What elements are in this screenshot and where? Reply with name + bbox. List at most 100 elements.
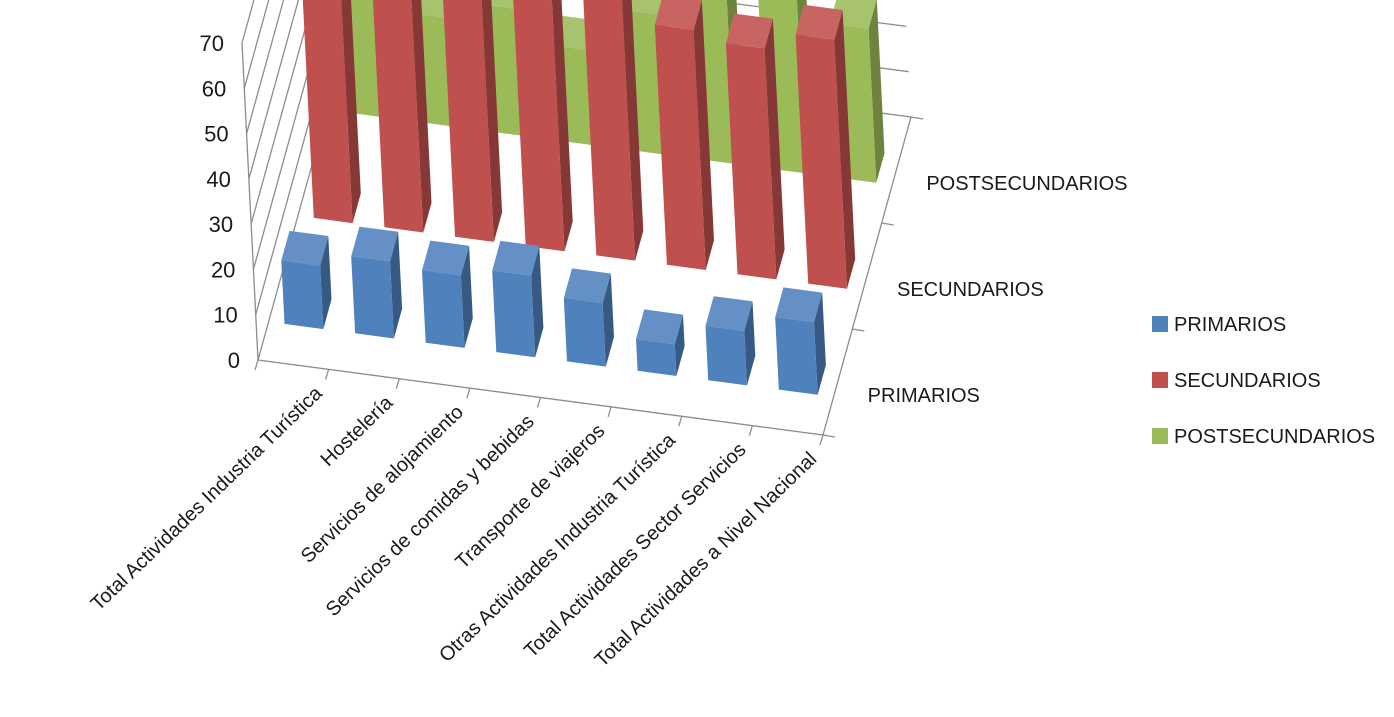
legend: PRIMARIOS SECUNDARIOS POSTSECUNDARIOS: [1152, 314, 1375, 448]
y-tick-label: 60: [202, 76, 226, 101]
bar-side-face: [764, 18, 785, 280]
x-tick-mark: [466, 387, 471, 399]
legend-label: SECUNDARIOS: [1174, 370, 1321, 392]
depth-axis-label: PRIMARIOS: [868, 385, 980, 407]
bar-front-face: [302, 0, 353, 224]
y-tick-label: 0: [228, 348, 240, 373]
bar-side-face: [602, 273, 614, 367]
x-tick-mark: [819, 434, 824, 446]
legend-label: POSTSECUNDARIOS: [1174, 426, 1375, 448]
bar-side-face: [868, 0, 885, 183]
bar-front-face: [281, 260, 324, 330]
bar-front-face: [795, 34, 847, 289]
y-tick-label: 70: [200, 31, 224, 56]
y-axis-line: [241, 42, 259, 361]
bar-top-face: [281, 230, 329, 266]
bar-top-face: [563, 268, 611, 304]
y-tick-label: 40: [206, 167, 230, 192]
bar-side-face: [481, 0, 503, 242]
x-category-label: Total Actividades Industria Turística: [87, 382, 328, 615]
y-axis-ticks: 0 10 20 30 40 50 60 70: [200, 31, 240, 373]
bar-side-face: [531, 246, 544, 358]
gridline: [250, 0, 314, 225]
x-category-label: Transporte de viajeros: [451, 420, 609, 574]
bar-front-face: [636, 339, 677, 376]
depth-axis-labels: PRIMARIOS SECUNDARIOS POSTSECUNDARIOS: [868, 173, 1128, 407]
legend-swatch: [1152, 316, 1168, 332]
bar-secundarios-2: [443, 0, 503, 242]
bar-top-face: [351, 226, 399, 262]
gridline: [248, 0, 300, 180]
bar-top-face: [725, 13, 773, 49]
x-tick-mark: [395, 378, 400, 389]
bar-secundarios-5: [654, 0, 714, 271]
bar-side-face: [411, 0, 432, 233]
bar-top-face: [492, 240, 540, 276]
bar-front-face: [422, 270, 465, 348]
y-tick-label: 30: [209, 212, 233, 237]
bar-top-face: [654, 0, 702, 30]
depth-axis-label: SECUNDARIOS: [897, 279, 1044, 301]
bar-front-face: [775, 317, 818, 395]
x-tick-mark: [325, 369, 330, 380]
bar-side-face: [551, 0, 573, 252]
y-tick-label: 10: [213, 303, 237, 328]
x-category-label: Hostelería: [317, 391, 398, 471]
legend-label: PRIMARIOS: [1174, 314, 1286, 336]
depth-tick-mark: [822, 434, 836, 438]
bar-front-face: [725, 43, 777, 280]
bars: [281, 0, 885, 395]
bar-side-face: [674, 314, 685, 376]
bar-side-face: [390, 231, 403, 339]
x-category-label: Servicios de alojamiento: [297, 401, 468, 567]
bar-secundarios-1: [372, 0, 432, 233]
bar-top-face: [422, 240, 470, 276]
depth-tick-mark: [881, 222, 894, 226]
depth-tick-mark: [852, 328, 865, 332]
bar-top-face: [795, 4, 843, 40]
bar-side-face: [814, 292, 826, 395]
legend-swatch: [1152, 428, 1168, 444]
x-axis-category-labels: Total Actividades Industria TurísticaHos…: [87, 382, 821, 672]
bar-front-face: [583, 0, 636, 261]
bar-front-face: [351, 256, 394, 339]
bar-front-face: [705, 325, 747, 386]
bar-secundarios-6: [725, 13, 785, 280]
bar-front-face: [654, 24, 706, 270]
bar-side-face: [834, 10, 856, 289]
bar-side-face: [622, 0, 644, 261]
bar-secundarios-4: [583, 0, 644, 261]
bar-secundarios-7: [795, 4, 856, 289]
x-tick-mark: [254, 359, 259, 371]
bar-primarios-5: [636, 309, 685, 376]
x-tick-mark: [678, 416, 683, 427]
bar-side-face: [693, 0, 714, 271]
bar-primarios-1: [351, 226, 403, 339]
y-tick-label: 20: [211, 257, 235, 282]
bar-primarios-3: [492, 240, 544, 358]
x-tick-mark: [748, 425, 753, 436]
y-tick-label: 50: [204, 122, 228, 147]
bar-primarios-0: [281, 230, 332, 330]
x-tick-mark: [536, 397, 542, 408]
bar-front-face: [563, 298, 606, 367]
bar-primarios-4: [563, 268, 614, 367]
bar-side-face: [744, 301, 756, 386]
depth-axis-label: POSTSECUNDARIOS: [926, 173, 1127, 195]
bar-side-face: [341, 0, 361, 224]
bar-front-face: [443, 0, 494, 242]
bar-front-face: [372, 0, 424, 233]
bar-front-face: [492, 270, 536, 358]
bar-primarios-7: [775, 287, 826, 395]
bar-primarios-6: [705, 296, 756, 386]
depth-tick-mark: [910, 116, 924, 120]
bar-primarios-2: [422, 240, 473, 348]
bar-front-face: [513, 0, 565, 252]
legend-swatch: [1152, 372, 1168, 388]
x-tick-mark: [607, 406, 612, 418]
bar-side-face: [460, 245, 473, 348]
bar-top-face: [636, 309, 683, 345]
bar-top-face: [705, 296, 753, 331]
bar-secundarios-0: [302, 0, 361, 224]
